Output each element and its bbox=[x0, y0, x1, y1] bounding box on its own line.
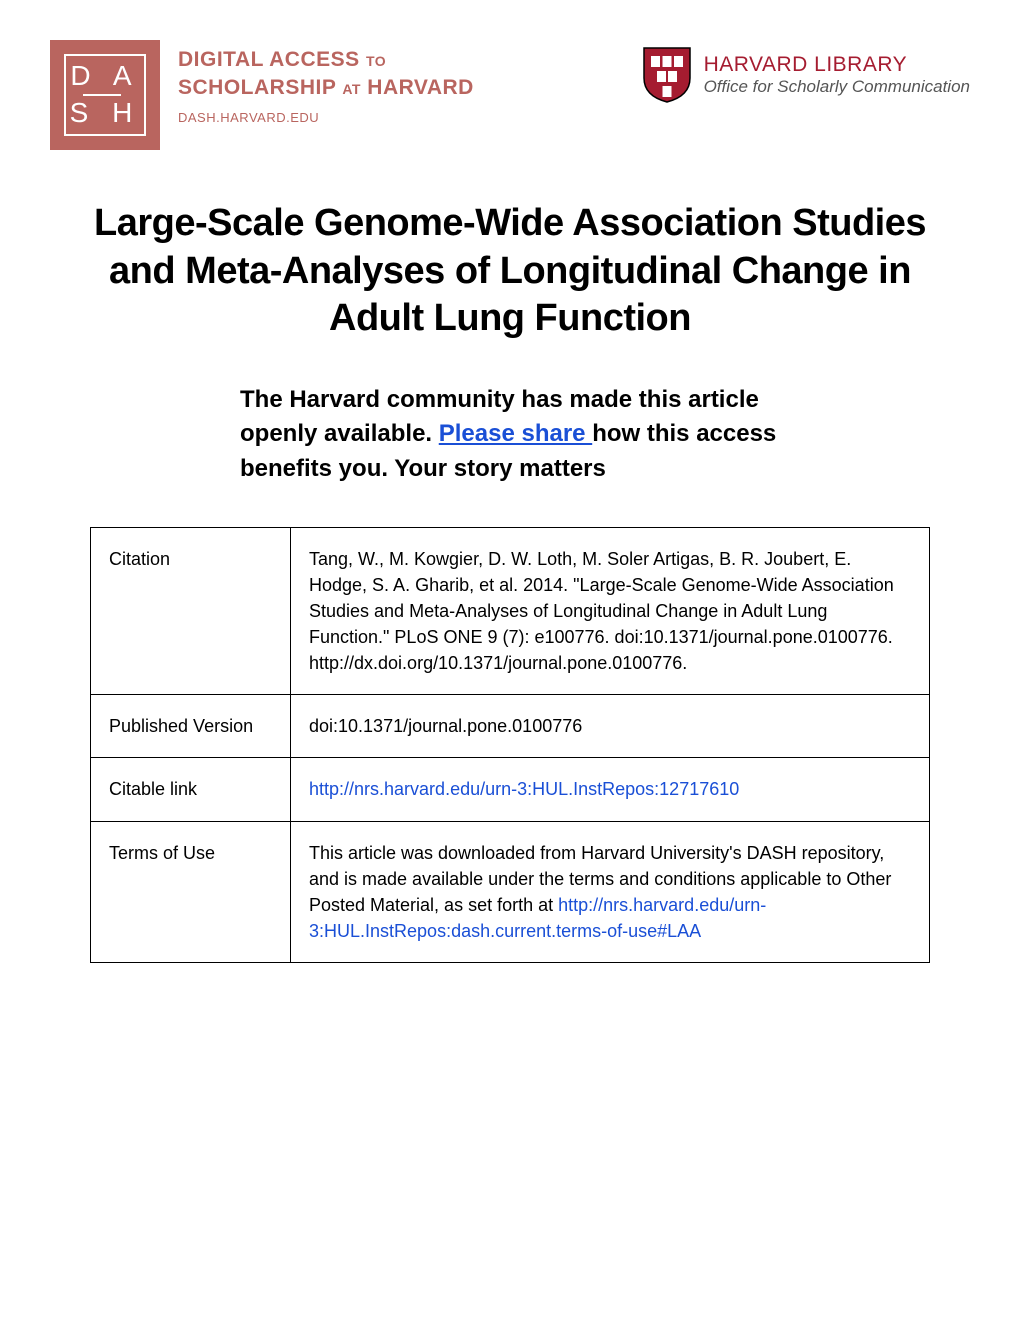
harvard-text: HARVARD LIBRARY Office for Scholarly Com… bbox=[704, 53, 970, 97]
harvard-library-subtitle: Office for Scholarly Communication bbox=[704, 77, 970, 97]
dash-url: DASH.HARVARD.EDU bbox=[178, 110, 474, 125]
harvard-library-title: HARVARD LIBRARY bbox=[704, 53, 970, 77]
page-header: D A S H DIGITAL ACCESS TO SCHOLARSHIP AT… bbox=[50, 40, 970, 150]
dash-line-2: SCHOLARSHIP AT HARVARD bbox=[178, 76, 474, 100]
citable-value: http://nrs.harvard.edu/urn-3:HUL.InstRep… bbox=[291, 758, 930, 821]
metadata-table: Citation Tang, W., M. Kowgier, D. W. Lot… bbox=[90, 527, 930, 963]
dash-logo-block: D A S H DIGITAL ACCESS TO SCHOLARSHIP AT… bbox=[50, 40, 474, 150]
harvard-library-block: HARVARD LIBRARY Office for Scholarly Com… bbox=[642, 46, 970, 104]
article-title: Large-Scale Genome-Wide Association Stud… bbox=[70, 200, 950, 343]
dash-logo-bottom: S H bbox=[70, 98, 141, 129]
dash-logo-icon: D A S H bbox=[50, 40, 160, 150]
published-label: Published Version bbox=[91, 695, 291, 758]
please-share-link[interactable]: Please share bbox=[439, 420, 592, 447]
citable-link[interactable]: http://nrs.harvard.edu/urn-3:HUL.InstRep… bbox=[309, 779, 739, 799]
open-access-statement: The Harvard community has made this arti… bbox=[180, 383, 840, 487]
table-row-citation: Citation Tang, W., M. Kowgier, D. W. Lot… bbox=[91, 527, 930, 694]
dash-line-1: DIGITAL ACCESS TO bbox=[178, 48, 474, 72]
citation-value: Tang, W., M. Kowgier, D. W. Loth, M. Sol… bbox=[291, 527, 930, 694]
harvard-shield-icon bbox=[642, 46, 692, 104]
citable-label: Citable link bbox=[91, 758, 291, 821]
citation-label: Citation bbox=[91, 527, 291, 694]
table-row-terms: Terms of Use This article was downloaded… bbox=[91, 821, 930, 962]
published-value: doi:10.1371/journal.pone.0100776 bbox=[291, 695, 930, 758]
table-row-published: Published Version doi:10.1371/journal.po… bbox=[91, 695, 930, 758]
terms-value: This article was downloaded from Harvard… bbox=[291, 821, 930, 962]
table-row-citable: Citable link http://nrs.harvard.edu/urn-… bbox=[91, 758, 930, 821]
terms-label: Terms of Use bbox=[91, 821, 291, 962]
dash-logo-top: D A bbox=[70, 61, 139, 92]
dash-text-block: DIGITAL ACCESS TO SCHOLARSHIP AT HARVARD… bbox=[178, 48, 474, 125]
